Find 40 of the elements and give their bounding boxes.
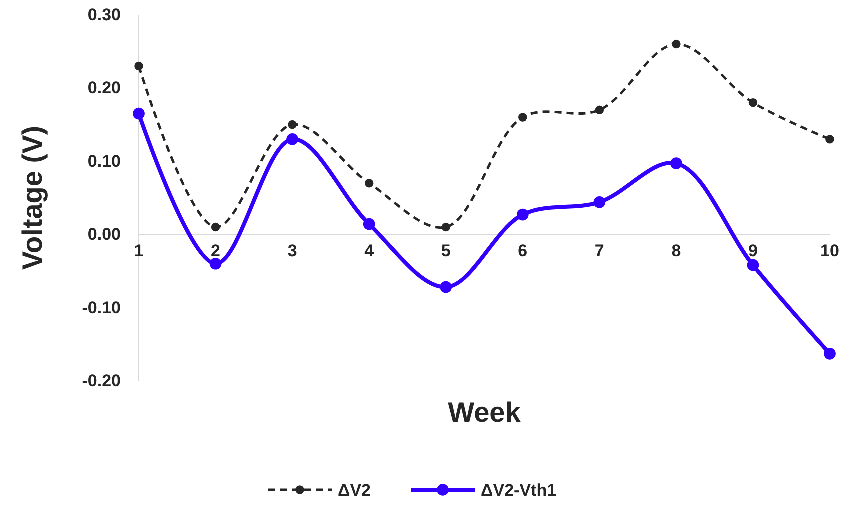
point	[670, 158, 682, 170]
point	[363, 218, 376, 230]
x-tick-label: 6	[518, 242, 528, 261]
point	[364, 179, 374, 188]
x-axis-title: Week	[448, 397, 522, 428]
point	[748, 98, 758, 108]
point	[134, 62, 144, 71]
x-tick-label: 8	[672, 242, 682, 261]
point	[286, 134, 298, 146]
point	[826, 135, 834, 144]
point	[518, 113, 528, 122]
point	[440, 281, 452, 294]
point	[516, 208, 529, 221]
x-tick-label: 3	[288, 242, 298, 261]
x-tick-label: 9	[748, 242, 758, 261]
legend-label: ΔV2	[338, 481, 372, 500]
y-tick-label: -0.10	[82, 298, 121, 318]
point	[288, 120, 297, 130]
x-tick-label: 10	[820, 242, 840, 261]
x-tick-label: 4	[364, 242, 375, 261]
point	[594, 196, 606, 208]
point	[211, 222, 220, 232]
x-tick-label: 5	[441, 242, 451, 261]
point	[210, 258, 222, 270]
x-tick-label: 2	[211, 242, 221, 261]
y-tick-label: 0.20	[88, 78, 121, 98]
point	[824, 348, 836, 360]
y-tick-label: -0.20	[82, 371, 121, 390]
point	[672, 40, 681, 49]
y-tick-label: 0.10	[88, 152, 121, 171]
x-tick-label: 1	[134, 242, 144, 261]
point	[747, 259, 760, 272]
point	[133, 108, 145, 120]
y-tick-label: 0.30	[88, 5, 121, 24]
y-tick-label: 0.00	[88, 225, 121, 244]
point	[442, 222, 450, 232]
y-axis-title: Voltage (V)	[17, 126, 48, 270]
legend-label: ΔV2-Vth1	[481, 481, 557, 500]
x-tick-label: 7	[594, 242, 604, 261]
point	[595, 106, 604, 115]
